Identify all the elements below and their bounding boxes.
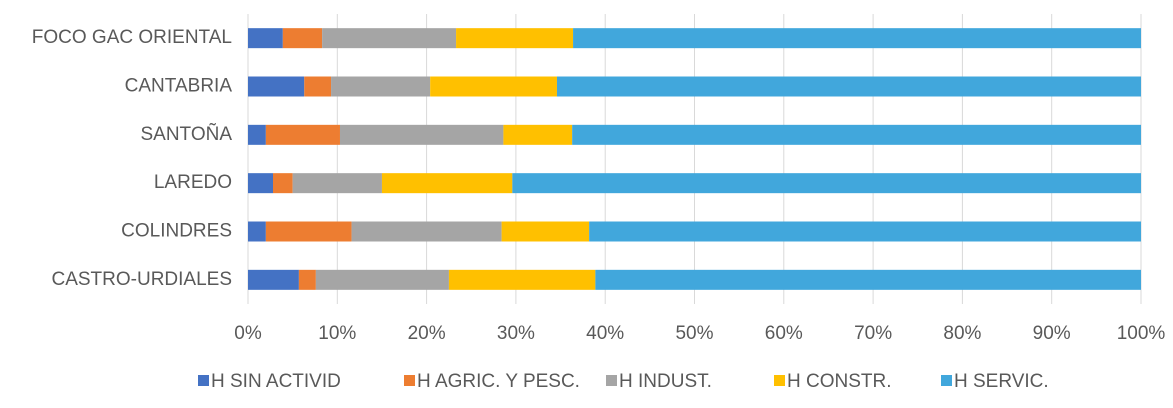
x-tick-label: 40% [586, 323, 624, 344]
bar-segment [282, 28, 323, 49]
y-tick-label: LAREDO [154, 172, 232, 193]
bar-segment [248, 173, 274, 194]
bar-segment [331, 76, 431, 97]
bar-segment [595, 269, 1141, 290]
x-tick-label: 10% [318, 323, 356, 344]
bar-segment [573, 28, 1141, 49]
legend-swatch [404, 375, 415, 386]
legend-label: H CONSTR. [787, 371, 892, 392]
bar-segment [248, 124, 266, 145]
bar-segment [248, 269, 299, 290]
x-tick-label: 0% [234, 323, 262, 344]
bar-segment [322, 28, 457, 49]
bar-segment [265, 221, 352, 242]
bar-segment [501, 221, 590, 242]
bar-segment [589, 221, 1141, 242]
x-tick-label: 50% [675, 323, 713, 344]
bar-segment [448, 269, 596, 290]
bar-segment [430, 76, 557, 97]
y-tick-label: SANTOÑA [140, 123, 232, 145]
bar-segment [456, 28, 574, 49]
x-tick-label: 30% [497, 323, 535, 344]
bar-segment [556, 76, 1141, 97]
legend-swatch [941, 375, 952, 386]
bar-segment [298, 269, 316, 290]
bar-segment [248, 221, 266, 242]
legend-label: H INDUST. [619, 371, 712, 392]
bar-segment [248, 28, 283, 49]
bar-segment [248, 76, 305, 97]
bar-segment [304, 76, 332, 97]
legend-label: H AGRIC. Y PESC. [417, 371, 580, 392]
x-tick-label: 90% [1033, 323, 1071, 344]
bar-segment [292, 173, 382, 194]
x-tick-label: 70% [854, 323, 892, 344]
y-tick-label: COLINDRES [121, 221, 232, 242]
x-tick-label: 80% [943, 323, 981, 344]
bar-segment [273, 173, 293, 194]
bar-segment [512, 173, 1141, 194]
bar-segment [265, 124, 340, 145]
bar-segment [315, 269, 449, 290]
y-tick-label: CASTRO-URDIALES [51, 269, 232, 290]
legend-swatch [774, 375, 785, 386]
legend-swatch [198, 375, 209, 386]
legend-label: H SIN ACTIVID [211, 371, 341, 392]
bar-segment [572, 124, 1141, 145]
x-tick-label: 100% [1117, 323, 1166, 344]
y-tick-label: FOCO GAC ORIENTAL [32, 27, 232, 48]
bar-segment [381, 173, 513, 194]
x-tick-label: 60% [765, 323, 803, 344]
x-tick-label: 20% [408, 323, 446, 344]
legend-swatch [606, 375, 617, 386]
y-tick-label: CANTABRIA [125, 76, 233, 97]
legend-label: H SERVIC. [954, 371, 1049, 392]
bar-segment [351, 221, 502, 242]
bar-segment [503, 124, 573, 145]
bar-segment [339, 124, 504, 145]
